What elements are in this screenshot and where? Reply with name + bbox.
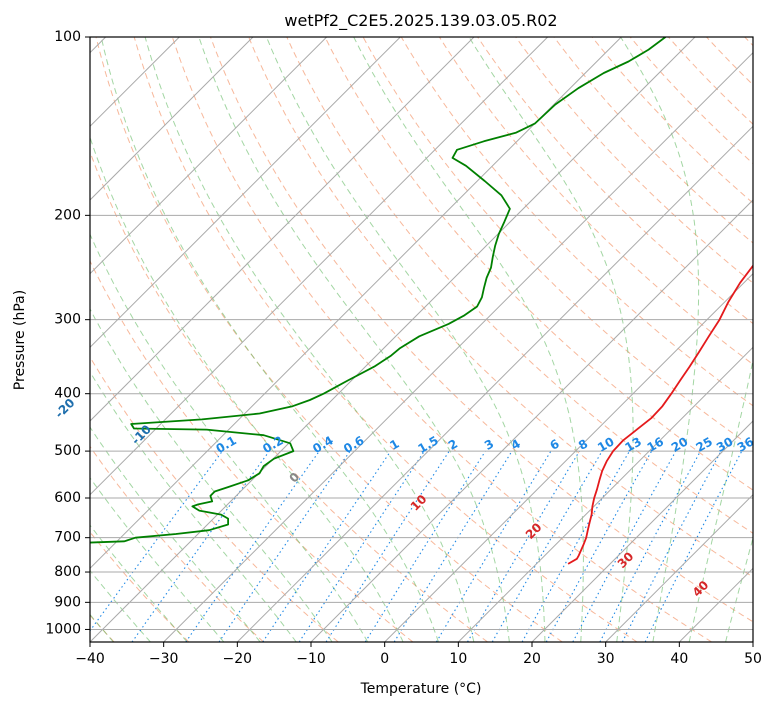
moist-adiabat-line [0,37,260,642]
x-axis-label: Temperature (°C) [360,681,482,697]
isotherm-line [458,37,775,642]
x-tick-label: 40 [670,651,688,667]
isotherm-line [679,37,775,642]
mixing-ratio-label: 20 [669,434,690,454]
x-tick-label: 0 [380,651,389,667]
moist-adiabats [0,37,775,642]
mixing-ratio-line [573,451,676,642]
y-axis-ticks: 1000 900 800 700 600 500 400 300 200 100 [45,29,90,637]
y-axis-label: Pressure (hPa) [12,290,28,390]
isotherm-line [0,37,474,642]
moist-adiabat-label: 20 [523,520,545,542]
mixing-ratio-label: 1 [387,437,401,453]
isotherms [0,37,775,642]
skewt-chart: wetPf2_C2E5.2025.139.03.05.R02 -100-90-8… [0,0,775,708]
dry-adiabat-label: -30 [0,359,1,384]
dry-adiabat-line [0,37,338,642]
plot-area [0,37,775,642]
x-tick-label: −20 [223,651,253,667]
dry-adiabats [0,37,775,642]
moist-adiabat-line [726,37,775,642]
y-tick-label: 800 [54,564,81,580]
y-tick-label: 700 [54,530,81,546]
moist-adiabat-line [0,37,296,642]
x-tick-label: 10 [449,651,467,667]
moist-adiabat-label: 10 [408,492,430,514]
dry-adiabat-line [707,37,775,642]
moist-adiabat-label: 0 [287,470,303,486]
moist-adiabat-line [689,37,775,642]
isotherm-line [237,37,775,642]
y-tick-label: 1000 [45,621,81,637]
y-tick-label: 200 [54,207,81,223]
moist-adiabat-line [469,37,633,642]
mixing-ratio-label: 1.5 [415,433,440,456]
moist-adiabat-line [33,37,368,642]
isotherm-line [90,37,695,642]
dry-adiabat-line [0,37,264,642]
x-tick-label: 30 [597,651,615,667]
mixing-ratio-line [365,451,485,642]
x-tick-label: −30 [149,651,179,667]
isobars [90,37,753,629]
isotherm-line [0,37,400,642]
mixing-ratio-label: 0.6 [341,433,366,456]
mixing-ratio-line [645,451,742,642]
mixing-ratio-line [82,451,223,642]
isotherm-line [164,37,769,642]
mixing-ratio-line [219,451,350,642]
dry-adiabat-line [516,37,775,642]
y-tick-label: 900 [54,594,81,610]
mixing-ratio-label: 0.1 [213,433,238,456]
dry-adiabat-line [20,37,413,642]
y-tick-label: 100 [54,29,81,45]
isotherm-line [0,37,327,642]
dry-adiabat-line [439,37,775,642]
mixing-ratio-line [263,451,391,642]
dry-adiabat-line [592,37,775,642]
mixing-ratio-label: 0.2 [260,433,285,456]
x-tick-label: −10 [296,651,326,667]
isotherm-line [753,37,775,642]
isotherm-line [16,37,621,642]
x-tick-label: 50 [744,651,762,667]
mixing-ratio-line [326,451,449,642]
mixing-ratio-line [600,451,701,642]
moist-adiabat-line [5,37,332,642]
dry-adiabat-line [211,37,775,642]
x-tick-label: 20 [523,651,541,667]
isotherm-line [0,37,253,642]
x-axis-ticks: −40 −30 −20 −10 0 10 20 30 40 50 [75,642,762,667]
y-tick-label: 400 [54,386,81,402]
mixing-ratio-lines [82,451,742,642]
mixing-ratio-line [394,451,512,642]
dry-adiabat-line [668,37,775,642]
mixing-ratio-label: 4 [509,437,523,453]
chart-title: wetPf2_C2E5.2025.139.03.05.R02 [284,11,557,31]
mixing-ratio-label: 6 [548,437,562,453]
dry-adiabat-line [58,37,488,642]
dry-adiabat-line [134,37,637,642]
y-tick-label: 600 [54,490,81,506]
moist-adiabat-line [762,37,775,642]
mixing-ratio-label: 0.4 [310,433,335,456]
dry-adiabat-line [554,37,775,642]
mixing-ratio-label: 25 [694,434,715,454]
mixing-ratio-label: 3 [482,437,496,453]
moist-adiabat-line [0,37,187,642]
moist-adiabat-label: 30 [615,549,637,571]
y-tick-label: 500 [54,443,81,459]
moist-adiabat-label: 40 [690,578,712,600]
y-tick-label: 300 [54,312,81,328]
mixing-ratio-label: 2 [446,437,460,453]
profile-lines [0,37,775,564]
mixing-ratio-line [299,451,424,642]
x-tick-label: −40 [75,651,105,667]
moist-adiabat-line [64,37,403,642]
moist-adiabat-line [101,37,438,642]
isotherm-line [532,37,775,642]
dry-adiabat-line [0,37,189,642]
